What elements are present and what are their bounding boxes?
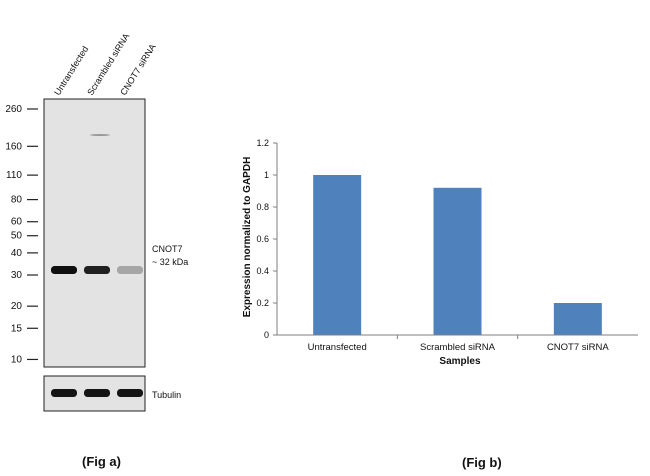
y-axis-title: Expression normalized to GAPDH — [242, 157, 253, 318]
ladder-label: 60 — [11, 217, 23, 228]
bar-chart: 0 0.2 0.4 0.6 0.8 1 1.2 Untransfected Scrambled… — [242, 138, 638, 367]
y-tick-label: 0.8 — [256, 202, 269, 212]
tubulin-band — [84, 389, 110, 397]
fig-b-caption: (Fig b) — [462, 455, 502, 470]
ladder-label: 20 — [11, 301, 23, 312]
ladder-label: 160 — [5, 141, 22, 152]
y-tick-label: 1 — [264, 170, 269, 180]
bar — [553, 303, 602, 335]
y-tick-label: 0 — [264, 330, 269, 340]
ladder-label: 40 — [11, 248, 23, 259]
tubulin-label: Tubulin — [152, 390, 181, 400]
blot-membrane — [43, 98, 146, 368]
y-tick-label: 0.6 — [256, 234, 269, 244]
tubulin-band — [51, 389, 77, 397]
ladder-markers: 260 160 110 80 60 50 40 30 20 15 10 — [5, 104, 38, 365]
ladder-label: 50 — [11, 231, 23, 242]
cnot7-band — [84, 266, 110, 275]
lane-label: Untransfected — [52, 44, 90, 97]
ladder-label: 10 — [11, 354, 23, 365]
bar — [313, 175, 362, 335]
x-axis-title: Samples — [439, 356, 481, 367]
cnot7-band — [51, 266, 77, 275]
x-tick-label: Scrambled siRNA — [420, 342, 496, 353]
bar — [433, 187, 482, 335]
bar-series — [313, 175, 602, 335]
lane-label: CNOT7 siRNA — [118, 42, 157, 97]
membrane-speck — [90, 134, 110, 136]
ladder-label: 110 — [6, 170, 22, 181]
cnot7-band — [117, 266, 143, 275]
band-label-name: CNOT7 — [152, 244, 183, 254]
ladder-label: 15 — [11, 323, 23, 334]
y-tick-label: 0.4 — [256, 266, 269, 276]
y-axis: 0 0.2 0.4 0.6 0.8 1 1.2 — [256, 138, 278, 340]
ladder-label: 260 — [5, 104, 22, 115]
cnot7-bands — [51, 266, 143, 275]
fig-a-caption: (Fig a) — [82, 454, 121, 469]
x-tick-label: CNOT7 siRNA — [547, 342, 609, 353]
y-tick-label: 0.2 — [256, 298, 269, 308]
tubulin-band — [117, 389, 143, 397]
x-axis: Untransfected Scrambled siRNA CNOT7 siRNA — [277, 334, 638, 353]
ladder-label: 80 — [11, 195, 23, 206]
tubulin-bands — [51, 389, 143, 397]
ladder-label: 30 — [11, 270, 23, 281]
x-tick-label: Untransfected — [308, 342, 367, 353]
band-label-size: ~ 32 kDa — [152, 257, 188, 267]
y-tick-label: 1.2 — [256, 138, 269, 148]
